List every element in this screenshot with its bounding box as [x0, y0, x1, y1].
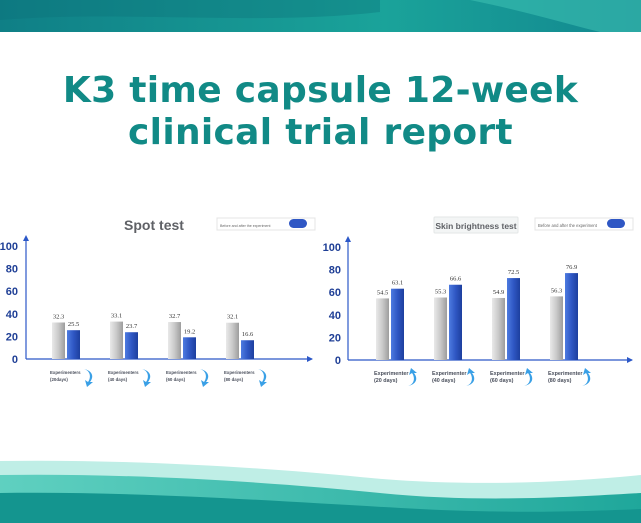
bar-before — [376, 298, 389, 360]
chart-title: Skin brightness test — [435, 221, 516, 231]
category-label-line-1: Experimenter — [432, 371, 467, 377]
chart-title: Spot test — [124, 217, 184, 233]
data-label-before: 54.5 — [377, 289, 388, 296]
category-label-line-2: (20days) — [50, 377, 68, 382]
legend-label: Before and after the experiment — [538, 223, 598, 228]
page-title: K3 time capsule 12-week clinical trial r… — [0, 70, 641, 154]
spot-test-chart-svg: Spot test Before and after the experiment… — [0, 217, 316, 387]
skin-brightness-chart-svg: Skin brightness test Before and after the… — [323, 216, 634, 386]
data-label-after: 16.6 — [242, 331, 254, 338]
spot-test-chart: Spot test Before and after the experiment… — [0, 205, 320, 395]
y-tick-label: 100 — [0, 241, 18, 253]
data-label-before: 33.1 — [111, 313, 122, 320]
category-label-line-2: (80 days) — [548, 378, 572, 384]
page-title-line-2: clinical trial report — [128, 112, 513, 153]
bottom-wave-decoration — [0, 460, 641, 523]
legend-swatch — [607, 219, 625, 228]
bar-after — [565, 273, 578, 360]
category-label-line-2: (60 days) — [490, 378, 514, 384]
bar-after — [125, 332, 138, 359]
bar-after — [507, 278, 520, 360]
category-label-line-2: (80 days) — [224, 377, 244, 382]
category-label-line-1: Experimenters — [224, 370, 255, 375]
bar-before — [226, 322, 239, 359]
data-label-before: 32.7 — [169, 313, 181, 320]
skin-brightness-chart: Skin brightness test Before and after the… — [320, 205, 640, 395]
category-label-line-1: Experimenter — [374, 371, 409, 377]
y-tick-label: 100 — [323, 242, 341, 254]
y-tick-label: 20 — [329, 332, 341, 344]
bar-after — [67, 330, 80, 359]
legend-label: Before and after the experiment — [220, 224, 271, 228]
y-tick-label: 80 — [329, 265, 341, 277]
bar-after — [241, 340, 254, 359]
data-label-after: 19.2 — [184, 328, 195, 335]
data-label-before: 32.1 — [227, 314, 238, 321]
category-label-line-1: Experimenters — [108, 370, 139, 375]
y-tick-label: 40 — [6, 309, 18, 321]
x-axis-arrow-icon — [627, 357, 633, 363]
y-tick-label: 40 — [329, 310, 341, 322]
category-label-line-1: Experimenter — [548, 371, 583, 377]
x-axis-arrow-icon — [307, 356, 313, 362]
data-label-after: 25.5 — [68, 321, 79, 328]
data-label-after: 66.6 — [450, 276, 462, 283]
y-tick-label: 60 — [6, 286, 18, 298]
bar-before — [168, 322, 181, 359]
data-label-before: 55.3 — [435, 289, 446, 296]
page-title-line-1: K3 time capsule 12-week — [62, 70, 579, 111]
y-tick-label: 60 — [329, 287, 341, 299]
arrow-down-icon — [200, 369, 209, 387]
arrow-up-icon — [582, 368, 591, 386]
data-label-before: 56.3 — [551, 287, 562, 294]
data-label-after: 72.5 — [508, 269, 519, 276]
category-label-line-2: (40 days) — [432, 378, 456, 384]
y-tick-label: 0 — [12, 354, 18, 366]
top-banner — [0, 0, 641, 32]
bar-before — [434, 297, 447, 360]
bar-after — [449, 284, 462, 360]
y-tick-label: 20 — [6, 331, 18, 343]
bar-after — [391, 288, 404, 360]
category-label-line-1: Experimenters — [50, 370, 81, 375]
legend-swatch — [289, 219, 307, 228]
data-label-after: 63.1 — [392, 280, 403, 287]
data-label-before: 54.9 — [493, 289, 504, 296]
data-label-after: 23.7 — [126, 323, 138, 330]
bar-before — [550, 296, 563, 360]
y-axis-arrow-icon — [345, 236, 351, 242]
category-label-line-1: Experimenter — [490, 371, 525, 377]
arrow-up-icon — [466, 368, 475, 386]
data-label-after: 76.9 — [566, 264, 577, 271]
arrow-up-icon — [524, 368, 533, 386]
category-label-line-1: Experimenters — [166, 370, 197, 375]
arrow-down-icon — [84, 369, 93, 387]
arrow-up-icon — [408, 368, 417, 386]
y-axis-arrow-icon — [23, 235, 29, 241]
chart-title-box — [433, 216, 519, 234]
bar-after — [183, 337, 196, 359]
category-label-line-2: (40 days) — [108, 377, 128, 382]
category-label-line-2: (60 days) — [166, 377, 186, 382]
category-label-line-2: (20 days) — [374, 378, 398, 384]
arrow-down-icon — [142, 369, 151, 387]
y-tick-label: 0 — [335, 355, 341, 367]
arrow-down-icon — [258, 369, 267, 387]
data-label-before: 32.3 — [53, 314, 64, 321]
bar-before — [110, 321, 123, 359]
bar-before — [492, 297, 505, 360]
y-tick-label: 80 — [6, 264, 18, 276]
bar-before — [52, 322, 65, 359]
